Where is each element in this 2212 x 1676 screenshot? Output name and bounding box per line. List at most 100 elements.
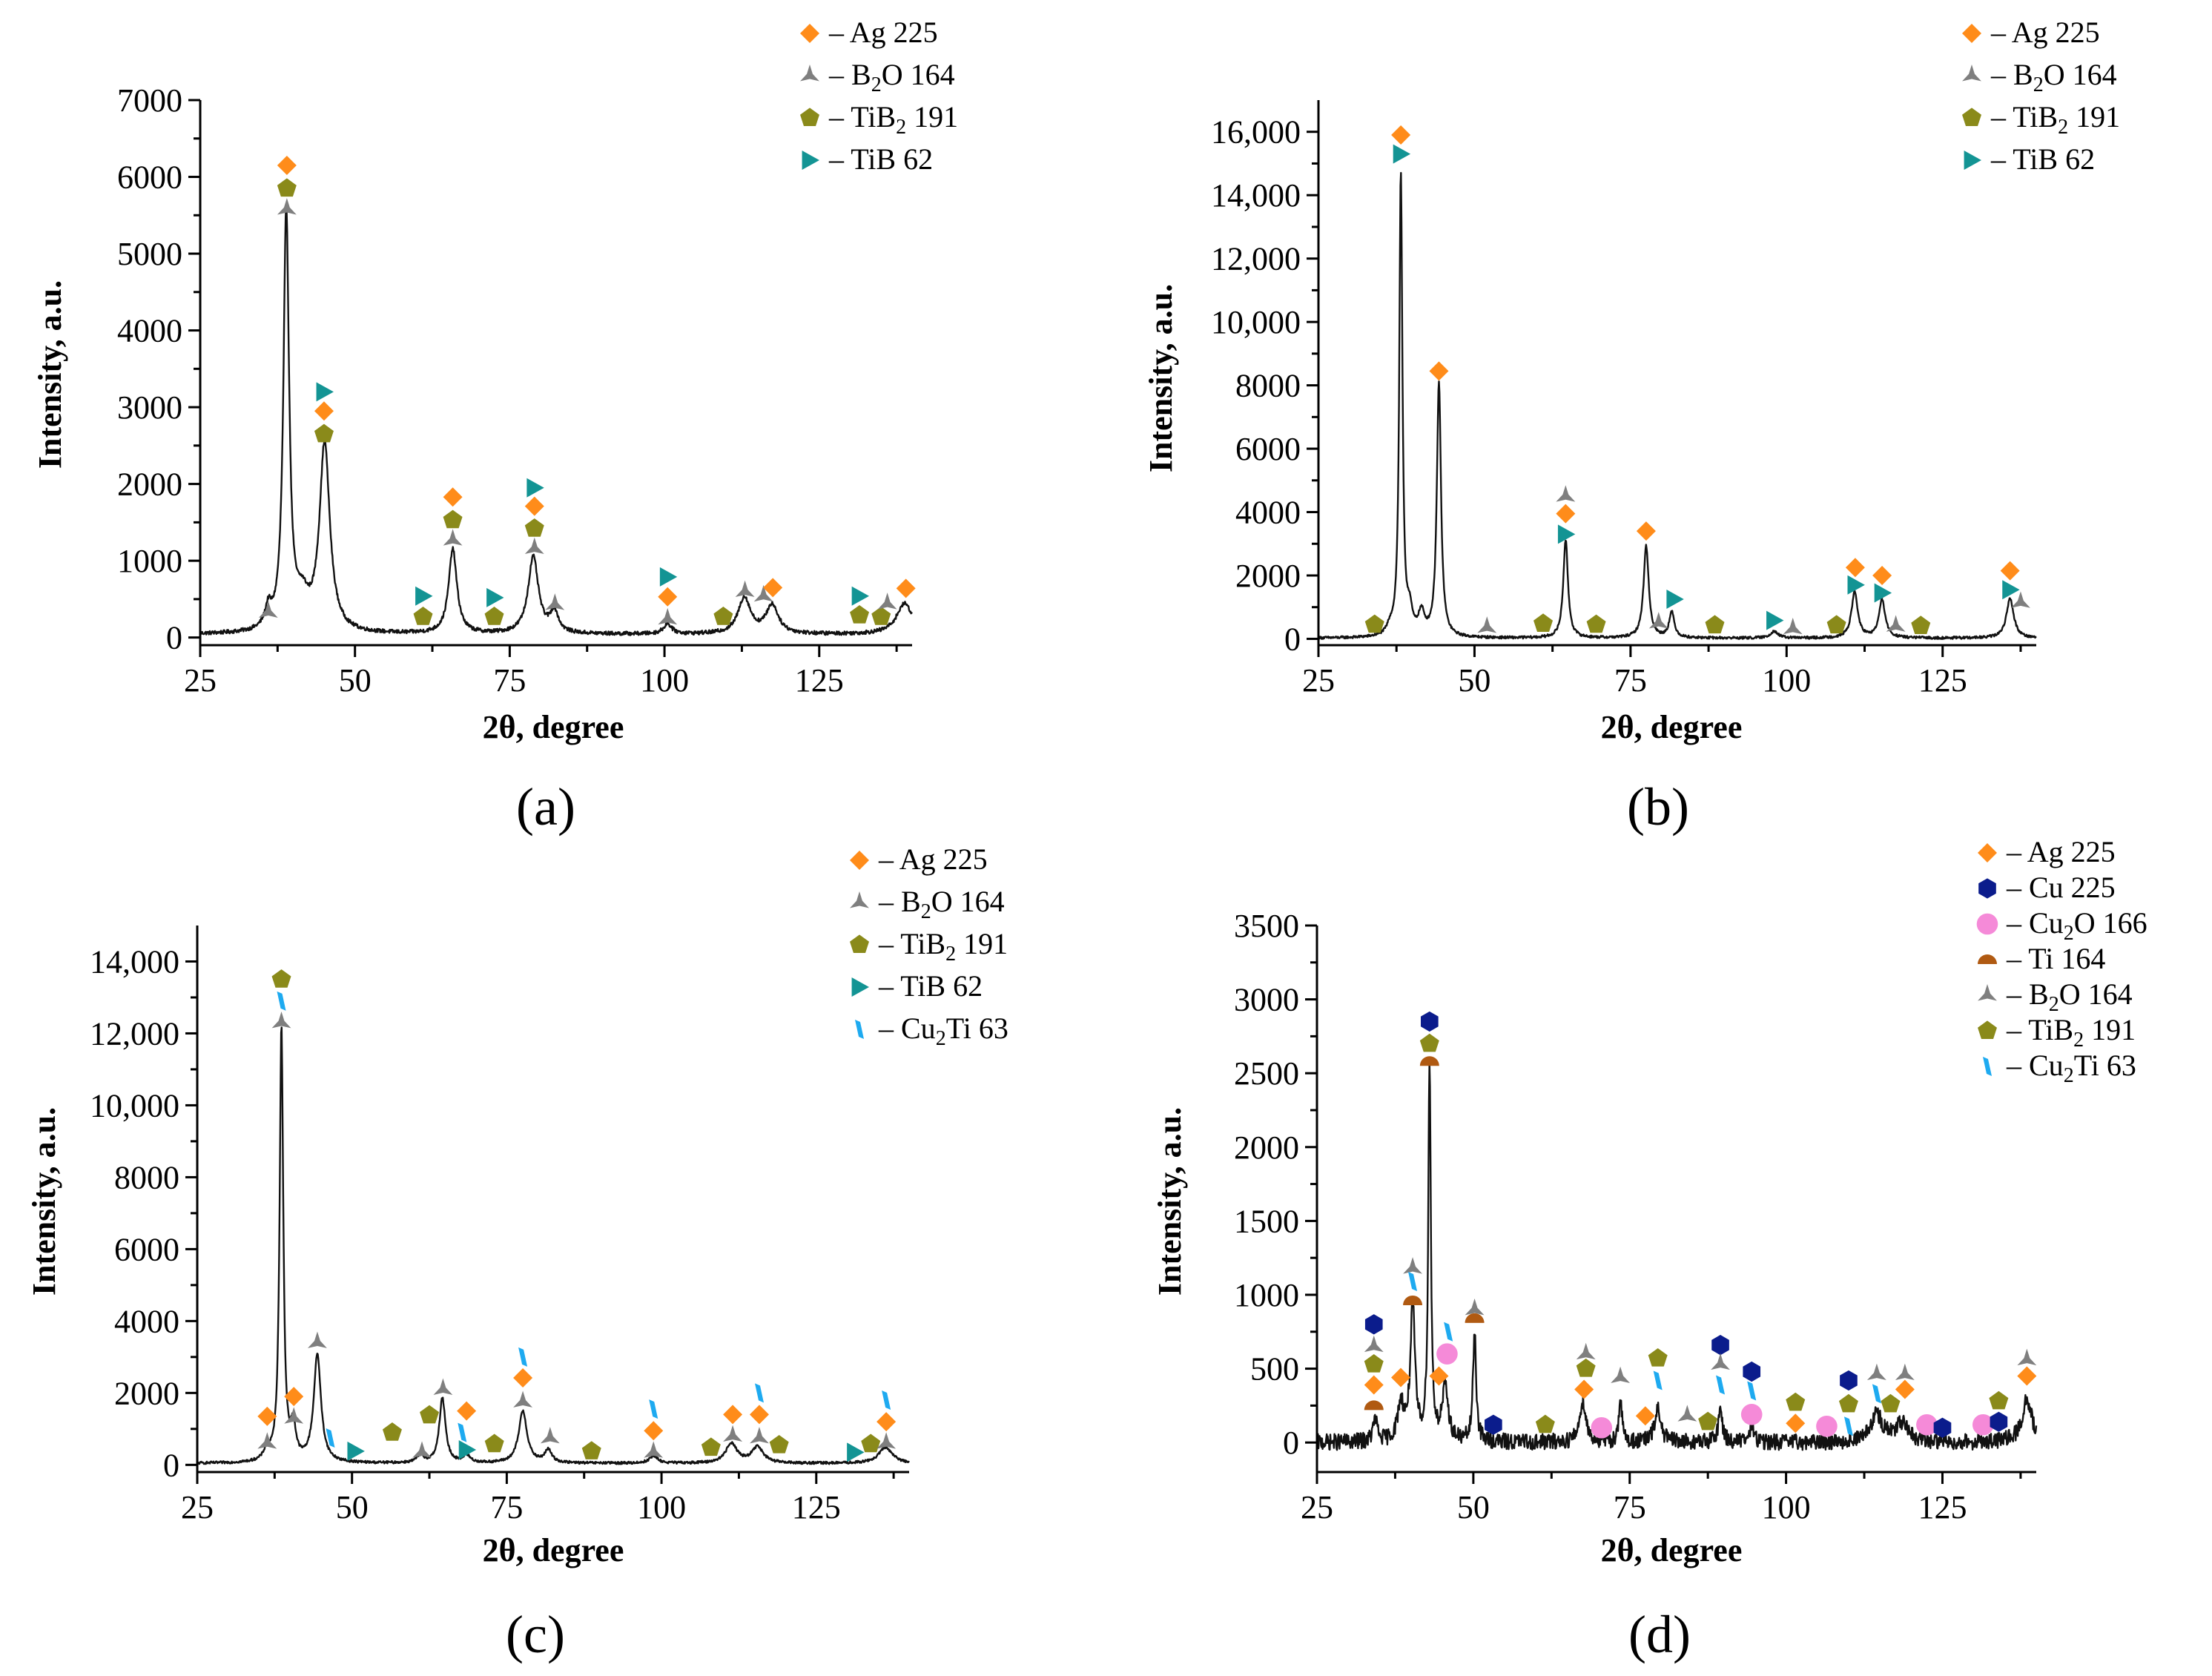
peak-marker-ti164 (1419, 1056, 1439, 1066)
peak-marker-tib62 (1766, 610, 1784, 630)
peak-marker-b2o164 (877, 593, 897, 610)
y-tick-label: 2000 (1234, 1129, 1299, 1166)
peak-marker-ag225 (1556, 504, 1576, 524)
panel-b-axes: 2θ, degree Intensity, a.u. 25 50 75 100 125 0… (1143, 100, 2036, 745)
y-tick-label: 4000 (1235, 495, 1301, 531)
peak-marker-cu2ti63 (1843, 1416, 1853, 1436)
legend-label-cu2o166: – Cu2O 166 (2006, 906, 2147, 945)
peak-marker-tib2191 (484, 1433, 504, 1453)
panel-d: 2θ, degree Intensity, a.u. 25 50 75 100 125 0… (1152, 835, 2147, 1664)
diffraction-trace (197, 1026, 910, 1465)
peak-marker-b2o164 (1477, 616, 1497, 633)
legend-label-tib2191: – TiB2 191 (878, 927, 1008, 966)
peak-marker-ag225 (1636, 521, 1656, 541)
y-tick-label: 3500 (1234, 908, 1299, 944)
y-tick-label: 14,000 (1211, 177, 1301, 214)
x-tick-label: 125 (1918, 662, 1967, 699)
peak-marker-tib2191 (1911, 616, 1931, 634)
legend-label-b2o164: – B2O 164 (878, 885, 1005, 923)
legend-label-ti164: – Ti 164 (2006, 942, 2105, 975)
peak-marker-b2o164 (513, 1390, 533, 1408)
legend-label-part: – TiB 62 (878, 969, 983, 1003)
peak-marker-tib2191 (443, 509, 463, 529)
legend-label-part: – B (2006, 977, 2049, 1011)
peak-marker-b2o164 (1677, 1405, 1697, 1422)
peak-marker-b2o164 (1576, 1342, 1596, 1360)
legend-label-tib62: – TiB 62 (828, 142, 933, 176)
peak-marker-tib62 (415, 586, 433, 606)
legend-symbol-tib62 (1964, 151, 1981, 170)
peak-marker-cu225 (1743, 1361, 1761, 1382)
legend-label-part: – Cu (878, 1012, 936, 1045)
legend-label-part: – TiB 62 (828, 142, 933, 176)
legend-label-part: 191 (956, 927, 1008, 960)
legend-label-ag225: – Ag 225 (2006, 835, 2116, 868)
panel-b-xlabel: 2θ, degree (1601, 709, 1743, 745)
peak-marker-tib2191 (1576, 1358, 1596, 1377)
peak-marker-b2o164 (750, 1426, 769, 1444)
peak-marker-tib2191 (850, 604, 870, 624)
peak-marker-b2o164 (524, 537, 544, 555)
peak-marker-tib2191 (1826, 615, 1846, 634)
y-tick-label: 12,000 (1211, 241, 1301, 277)
peak-marker-tib2191 (382, 1422, 402, 1441)
panel-a-xlabel: 2θ, degree (483, 709, 624, 745)
peak-marker-cu225 (1711, 1335, 1729, 1356)
peak-marker-cu2ti63 (1653, 1370, 1663, 1390)
legend-label-part: – TiB (828, 100, 896, 133)
peak-marker-b2o164 (1866, 1363, 1886, 1381)
panel-d-xlabel: 2θ, degree (1601, 1532, 1743, 1568)
panel-b-label: (b) (1627, 777, 1689, 837)
y-tick-label: 6000 (114, 1231, 179, 1267)
peak-marker-cu2o166 (1740, 1404, 1763, 1425)
peak-marker-ag225 (443, 487, 463, 507)
peak-marker-cu2ti63 (1872, 1384, 1881, 1404)
legend-symbol-b2o164 (1978, 984, 1997, 1001)
legend-symbol-cu2ti63 (1983, 1057, 1992, 1076)
x-tick-label: 75 (1614, 1489, 1646, 1525)
y-tick-label: 0 (1283, 1425, 1299, 1461)
y-tick-label: 3000 (117, 389, 182, 426)
peak-marker-tib2191 (1364, 1353, 1384, 1373)
legend-label-b2o164: – B2O 164 (828, 58, 955, 96)
peak-marker-b2o164 (2011, 591, 2030, 608)
peak-marker-cu2ti63 (1716, 1375, 1726, 1395)
legend-label-part: 2 (2058, 116, 2068, 139)
peak-marker-tib62 (1393, 144, 1411, 164)
peak-marker-b2o164 (1611, 1366, 1631, 1383)
peak-marker-ag225 (876, 1412, 897, 1432)
y-tick-label: 2000 (117, 466, 182, 503)
panel-c-plot-area (197, 969, 910, 1465)
x-tick-label: 25 (1301, 1489, 1333, 1525)
legend-symbol-b2o164 (1962, 65, 1981, 82)
peak-marker-tib2191 (413, 607, 433, 625)
diffraction-trace (1317, 171, 2037, 640)
peak-marker-b2o164 (1711, 1353, 1730, 1370)
peak-marker-tib2191 (314, 423, 334, 443)
peak-marker-ag225 (1786, 1413, 1806, 1433)
peak-marker-tib2191 (1698, 1411, 1718, 1431)
peak-marker-tib62 (1847, 575, 1865, 595)
peak-marker-b2o164 (1648, 612, 1668, 629)
legend-label-part: 2 (2073, 1029, 2084, 1052)
peak-marker-tib2191 (1535, 1414, 1555, 1433)
legend-symbol-ag225 (1978, 843, 1997, 862)
peak-marker-b2o164 (1556, 485, 1576, 502)
legend-label-part: 2 (936, 1027, 946, 1050)
peak-marker-tib2191 (769, 1434, 789, 1454)
peak-marker-b2o164 (876, 1432, 897, 1449)
peak-marker-cu2o166 (1972, 1413, 1994, 1436)
peak-marker-ag225 (524, 496, 544, 516)
panel-d-ylabel: Intensity, a.u. (1152, 1107, 1188, 1296)
x-tick-label: 100 (640, 662, 689, 699)
legend-label-part: – Cu 225 (2006, 871, 2116, 904)
x-tick-label: 75 (493, 662, 526, 699)
peak-marker-b2o164 (723, 1425, 743, 1442)
y-tick-label: 2000 (114, 1375, 179, 1411)
peak-marker-tib2191 (484, 607, 504, 625)
peak-marker-cu2o166 (1436, 1343, 1458, 1365)
peak-marker-cu2o166 (1916, 1413, 1938, 1436)
peak-marker-ag225 (1429, 1366, 1449, 1386)
legend-label-part: – TiB (878, 927, 945, 960)
